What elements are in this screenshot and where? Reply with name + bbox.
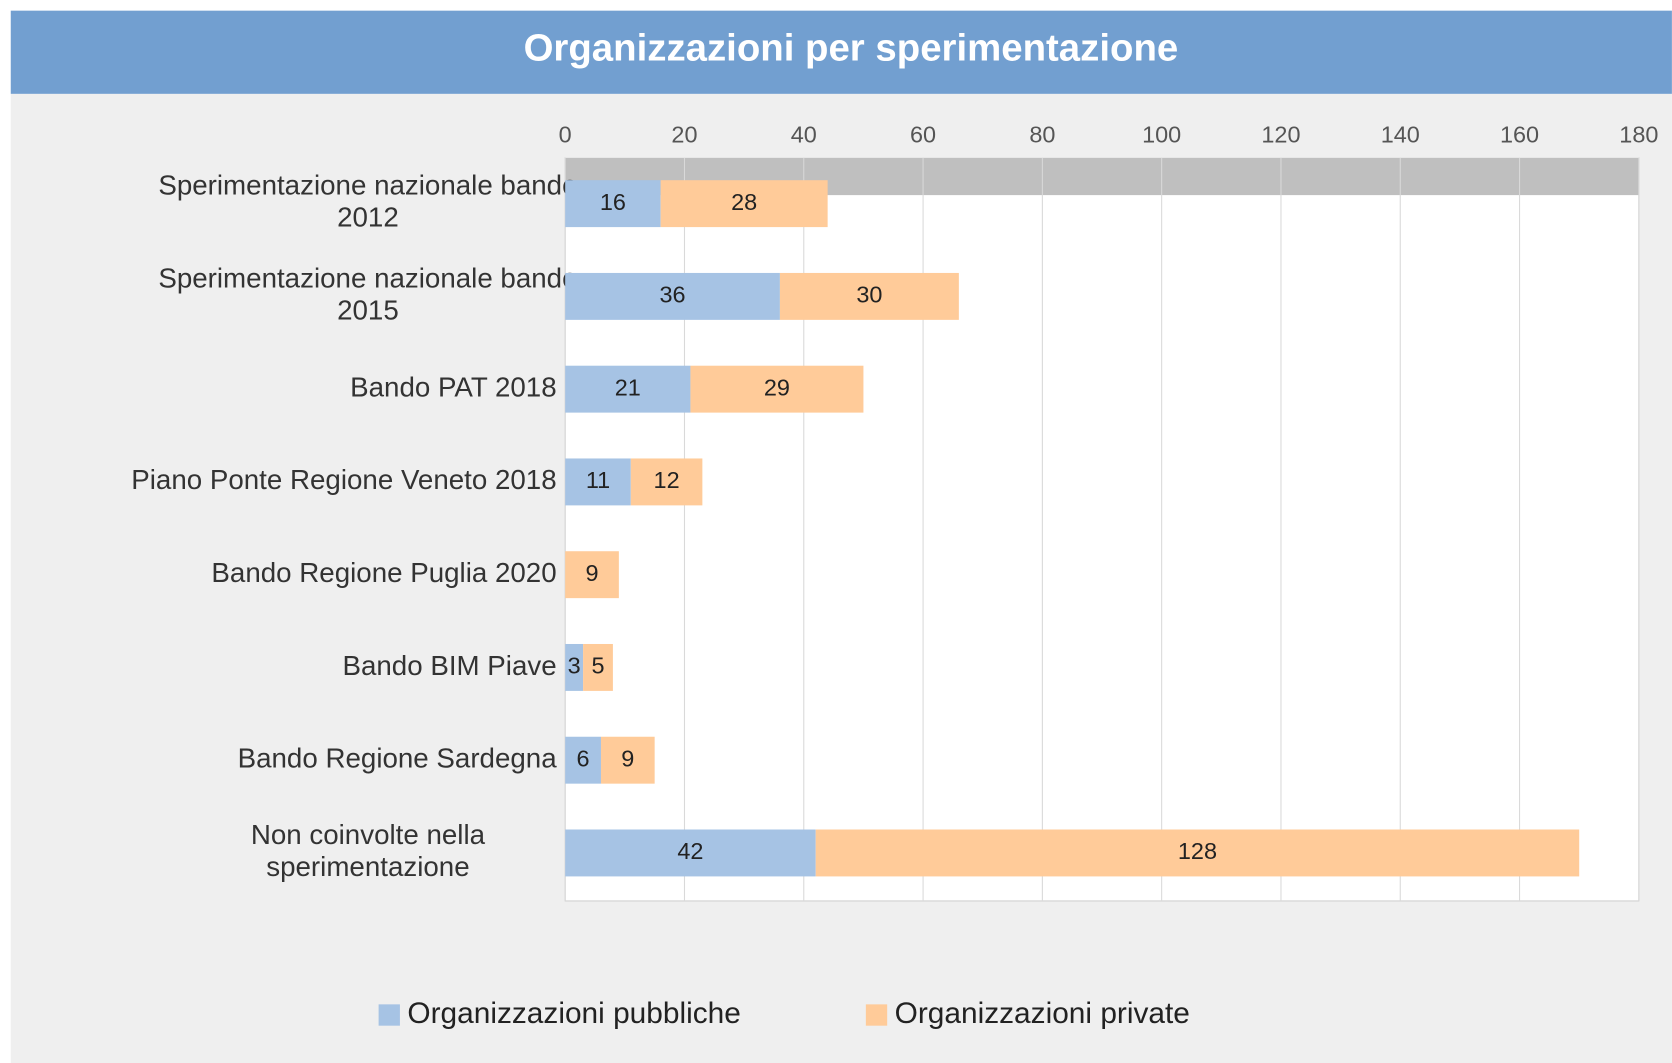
- x-tick-label: 140: [1381, 122, 1420, 148]
- data-label: 16: [600, 189, 626, 215]
- chart-title: Organizzazioni per sperimentazione: [524, 26, 1179, 69]
- data-label: 6: [577, 745, 590, 771]
- data-label: 21: [615, 374, 641, 400]
- category-label: Sperimentazione nazionale bando 2012: [158, 170, 577, 233]
- bar-segment: [565, 458, 631, 506]
- data-label: 29: [764, 374, 790, 400]
- plot-area: [564, 157, 1640, 902]
- bar-segment: [600, 736, 655, 784]
- x-tick-label: 80: [1029, 122, 1055, 148]
- bar-segment: [630, 458, 703, 506]
- data-label: 28: [731, 189, 757, 215]
- x-tick-label: 120: [1261, 122, 1300, 148]
- x-tick-label: 180: [1619, 122, 1658, 148]
- data-label: 3: [568, 653, 581, 679]
- legend-label: Organizzazioni pubbliche: [407, 997, 740, 1030]
- bar-segment: [565, 551, 619, 599]
- legend-swatch: [378, 1004, 400, 1026]
- x-tick-label: 40: [791, 122, 817, 148]
- bar-segment: [565, 365, 691, 413]
- bar-segment: [565, 272, 780, 320]
- bar-segment: [815, 829, 1580, 877]
- bar-segment: [660, 180, 828, 228]
- axis-band: [565, 120, 1639, 158]
- category-label: Bando Regione Puglia 2020: [211, 557, 556, 588]
- bar-segment: [583, 643, 613, 691]
- bar-segment: [565, 736, 601, 784]
- category-label: Bando BIM Piave: [342, 650, 556, 681]
- category-label: Bando Regione Sardegna: [238, 743, 558, 774]
- data-label: 11: [586, 467, 610, 493]
- data-label: 9: [621, 745, 634, 771]
- bar-segment: [565, 180, 661, 228]
- bar-segment: [565, 643, 584, 691]
- x-tick-label: 60: [910, 122, 936, 148]
- x-tick-label: 20: [671, 122, 697, 148]
- bar-segment: [690, 365, 864, 413]
- legend-swatch: [865, 1004, 888, 1026]
- data-label: 9: [586, 560, 599, 586]
- data-label: 36: [660, 282, 686, 308]
- data-label: 5: [591, 653, 604, 679]
- bar-segment: [779, 272, 959, 320]
- category-label: Non coinvolte nella sperimentazione: [251, 819, 486, 882]
- header: [10, 10, 1672, 94]
- data-label: 30: [856, 282, 882, 308]
- x-tick-label: 0: [559, 122, 572, 148]
- data-label: 128: [1178, 838, 1217, 864]
- legend-label: Organizzazioni private: [895, 997, 1190, 1030]
- data-label: 12: [654, 467, 680, 493]
- bar-segment: [565, 829, 816, 877]
- x-tick-label: 100: [1142, 122, 1181, 148]
- category-label: Sperimentazione nazionale bando 2015: [158, 263, 577, 326]
- x-tick-label: 160: [1500, 122, 1539, 148]
- category-label: Piano Ponte Regione Veneto 2018: [131, 464, 556, 495]
- category-label: Bando PAT 2018: [350, 371, 557, 402]
- data-label: 42: [677, 838, 703, 864]
